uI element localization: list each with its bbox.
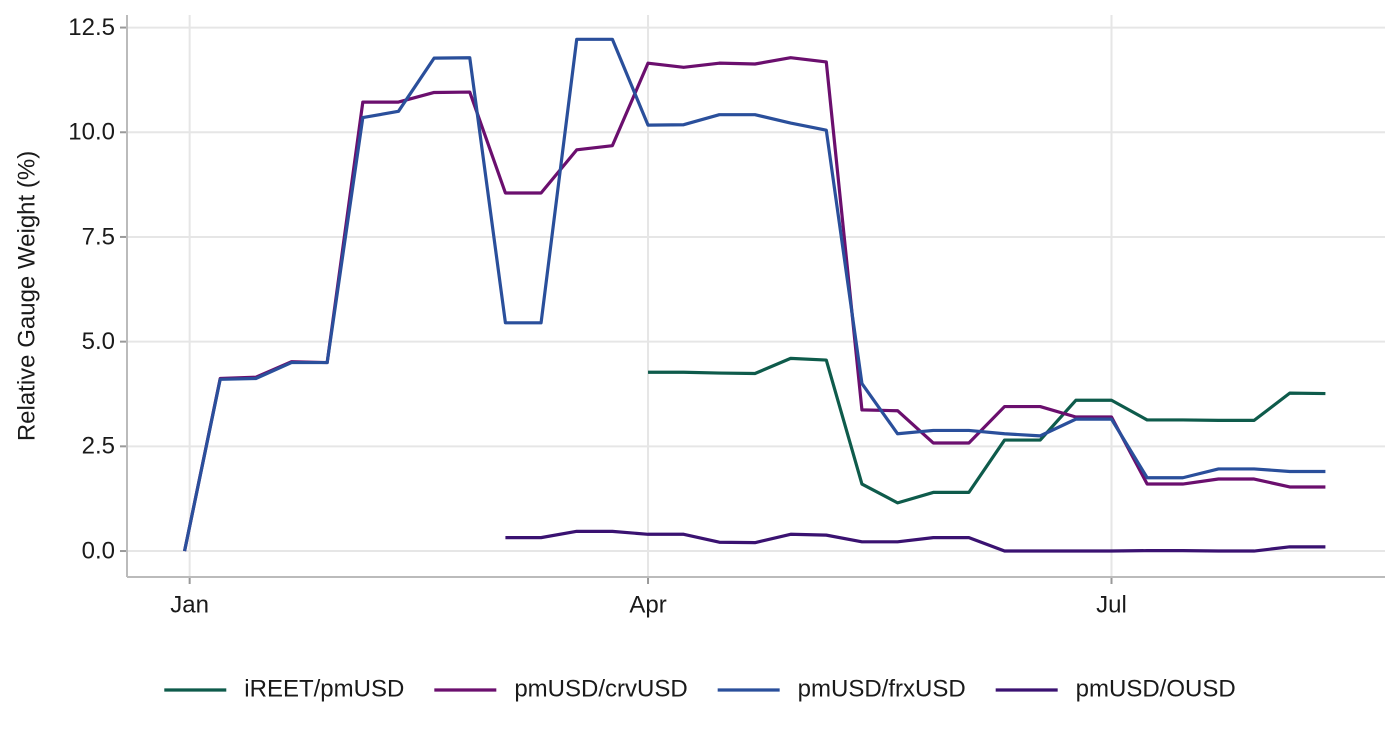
series-line <box>182 37 1326 552</box>
x-tick-label: Apr <box>629 591 666 618</box>
x-tick-label: Jul <box>1096 591 1127 618</box>
y-tick-label: 7.5 <box>82 223 115 250</box>
y-axis-label: Relative Gauge Weight (%) <box>13 151 40 441</box>
y-tick-label: 12.5 <box>68 14 115 41</box>
y-tick-label: 2.5 <box>82 433 115 460</box>
x-tick-label: Jan <box>170 591 209 618</box>
y-tick-label: 5.0 <box>82 328 115 355</box>
legend-label: pmUSD/crvUSD <box>514 675 687 702</box>
series-line <box>648 356 1326 505</box>
y-tick-label: 0.0 <box>82 537 115 564</box>
series-line <box>182 56 1326 552</box>
legend-label: iREET/pmUSD <box>244 675 404 702</box>
series-line <box>505 529 1326 553</box>
legend-label: pmUSD/OUSD <box>1076 675 1236 702</box>
y-tick-label: 10.0 <box>68 119 115 146</box>
legend-label: pmUSD/frxUSD <box>798 675 966 702</box>
